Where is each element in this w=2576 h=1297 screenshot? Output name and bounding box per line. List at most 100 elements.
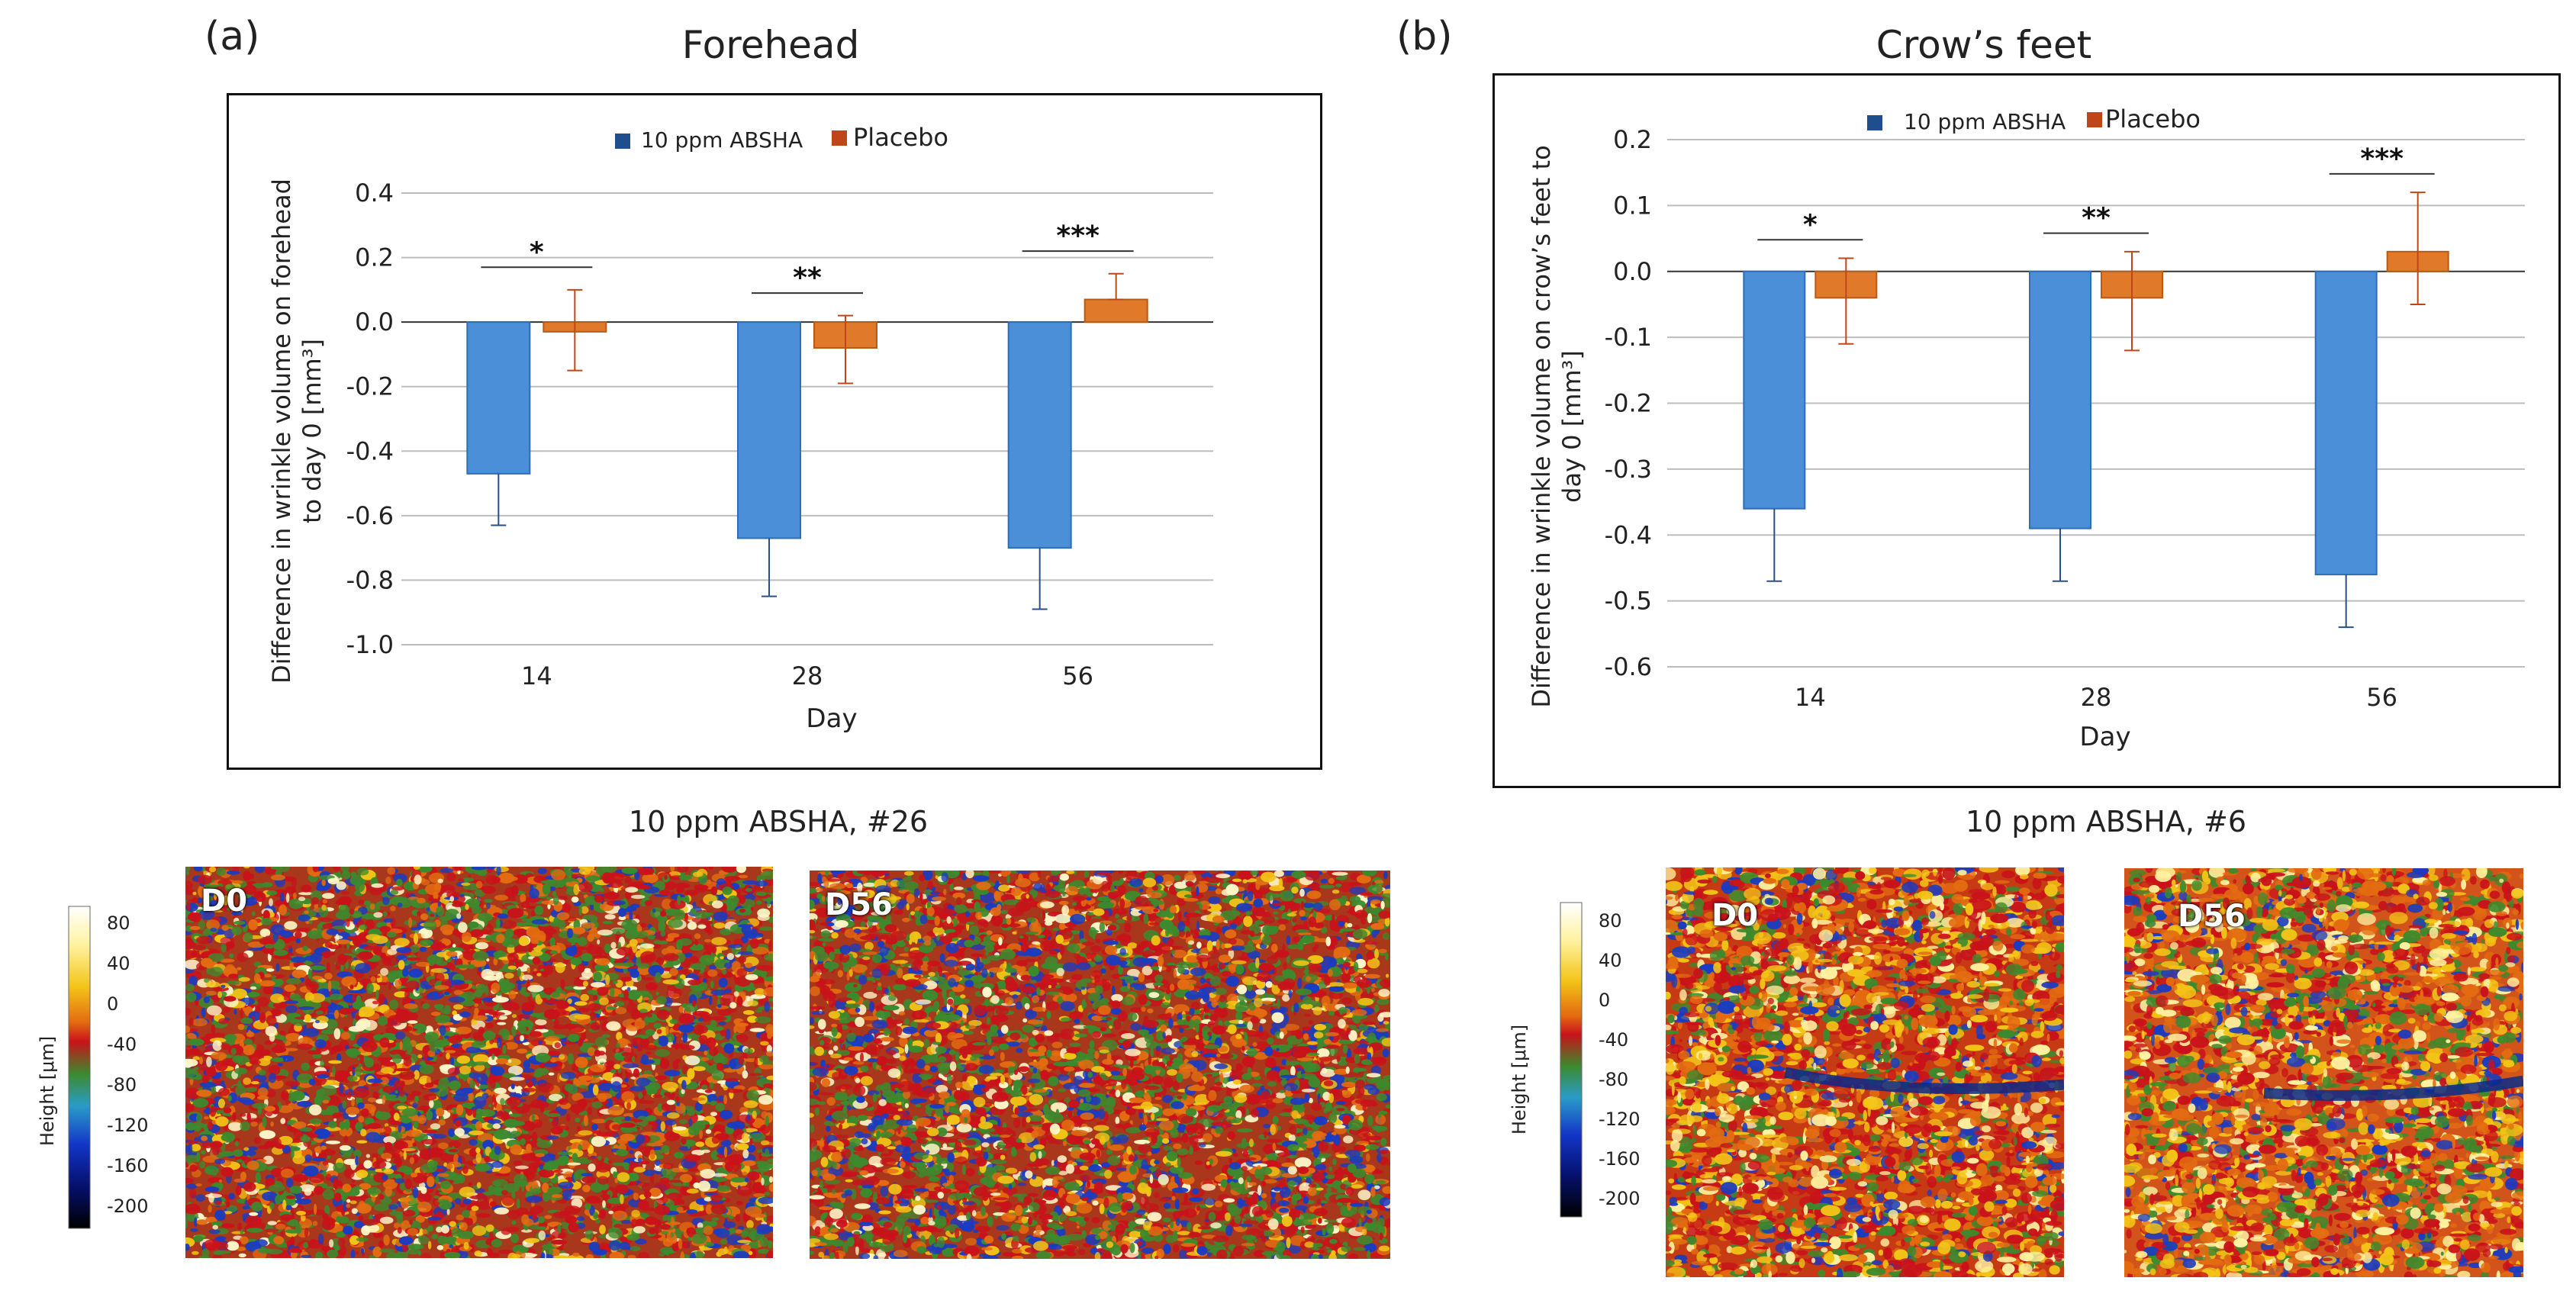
y-tick-label: 0.2 <box>1613 125 1652 154</box>
significance-stars: ** <box>793 262 822 294</box>
x-tick-label: 28 <box>2081 683 2112 712</box>
legend-label-placebo: Placebo <box>2105 105 2201 134</box>
significance-stars: ** <box>2082 203 2111 234</box>
colorbar-tick-label: -120 <box>1599 1109 1640 1130</box>
y-axis-label-a-line2: to day 0 [mm³] <box>298 339 327 523</box>
x-axis-label-a: Day <box>806 703 857 734</box>
y-tick-label: 0.0 <box>1613 257 1652 286</box>
colorbar-tick-label: -160 <box>107 1155 148 1176</box>
legend-a: 10 ppm ABSHA Placebo <box>615 123 948 153</box>
panel-a-letter: (a) <box>204 14 260 60</box>
colorbar-tick-label: 0 <box>107 993 118 1015</box>
y-ticks-a: 0.4 0.2 0.0 -0.2 -0.4 -0.6 -0.8 -1.0 <box>346 179 394 659</box>
colorbar-tick-label: 40 <box>1599 950 1622 971</box>
y-ticks-b: 0.2 0.1 0.0 -0.1 -0.2 -0.3 -0.4 -0.5 -0.6 <box>1605 125 1652 681</box>
bar-absha <box>2029 270 2091 529</box>
panel-a-chart-frame: 10 ppm ABSHA Placebo 0.4 0.2 0.0 -0.2 -0.4 -0… <box>227 93 1322 770</box>
colorbar-tick-label: -80 <box>107 1074 137 1096</box>
y-tick-label: 0.4 <box>355 179 394 208</box>
bar-placebo <box>1084 298 1148 323</box>
colorbar-a-ticks: 80 40 0 -40 -80 -120 -160 -200 <box>107 912 148 1217</box>
colorbar-tick-label: -120 <box>107 1115 148 1136</box>
panel-a-title: Forehead <box>681 23 860 67</box>
bar-absha <box>466 321 531 475</box>
colorbar-tick-label: 0 <box>1599 990 1610 1011</box>
forehead-d56-label: D56 <box>825 887 893 922</box>
significance-stars: *** <box>1056 220 1100 252</box>
x-ticks-a: 14 28 56 <box>521 661 1093 690</box>
legend-label-absha: 10 ppm ABSHA <box>1904 109 2066 134</box>
x-tick-label: 14 <box>521 661 552 690</box>
bars-a <box>466 272 1148 610</box>
height-map-texture <box>810 871 1390 1259</box>
legend-swatch-absha <box>1867 115 1882 130</box>
height-map-texture <box>1666 867 2064 1277</box>
colorbar-tick-label: 80 <box>1599 910 1622 932</box>
colorbar-tick-label: -40 <box>107 1034 137 1055</box>
x-axis-label-b: Day <box>2079 722 2130 752</box>
y-tick-label: 0.1 <box>1613 191 1652 220</box>
y-tick-label: 0.0 <box>355 307 394 336</box>
panel-b-letter: (b) <box>1396 14 1453 60</box>
y-tick-label: -0.3 <box>1605 455 1652 484</box>
grid-b <box>1667 139 2525 668</box>
forehead-d0-height-map: D0 <box>185 867 773 1258</box>
colorbar-tick-label: -160 <box>1599 1148 1640 1170</box>
x-tick-label: 56 <box>2366 683 2397 712</box>
y-tick-label: -0.4 <box>346 436 394 465</box>
y-axis-label-b-line1: Difference in wrinkle volume on crow’s f… <box>1527 145 1556 707</box>
colorbar-a: Height [μm] 80 40 0 -40 -80 -120 -160 -200 <box>37 906 148 1229</box>
significance-stars: *** <box>2360 143 2404 175</box>
y-tick-label: 0.2 <box>355 243 394 272</box>
y-tick-label: -0.6 <box>346 501 394 530</box>
panel-a-image-caption: 10 ppm ABSHA, #26 <box>628 805 929 838</box>
height-map-texture <box>185 867 773 1258</box>
height-map-texture <box>2124 868 2523 1277</box>
bars-b <box>1743 191 2449 629</box>
colorbar-a-label: Height [μm] <box>37 1036 58 1146</box>
bar-absha <box>737 321 801 539</box>
significance-b: * ***** <box>1757 143 2435 241</box>
forehead-bar-chart: 10 ppm ABSHA Placebo 0.4 0.2 0.0 -0.2 -0.4 -0… <box>267 123 1213 734</box>
significance-stars: * <box>530 237 544 268</box>
forehead-d0-label: D0 <box>201 883 248 919</box>
crows-feet-d56-label: D56 <box>2178 899 2246 934</box>
crows-feet-d56-height-map: D56 <box>2124 868 2523 1277</box>
colorbar-b-gradient <box>1560 902 1583 1218</box>
legend-swatch-placebo <box>832 130 847 146</box>
colorbar-a-gradient <box>68 906 91 1229</box>
x-ticks-b: 14 28 56 <box>1795 683 2397 712</box>
colorbar-tick-label: -40 <box>1599 1029 1628 1051</box>
legend-swatch-placebo <box>2087 112 2102 127</box>
colorbar-tick-label: -200 <box>107 1196 148 1217</box>
bar-absha <box>1007 321 1072 549</box>
legend-swatch-absha <box>615 134 630 149</box>
x-tick-label: 14 <box>1795 683 1826 712</box>
y-tick-label: -0.2 <box>1605 389 1652 418</box>
panel-b-image-caption: 10 ppm ABSHA, #6 <box>1965 805 2247 838</box>
panel-b-chart-frame: 10 ppm ABSHA Placebo 0.2 0.1 0.0 -0.1 -0.2 -0… <box>1492 73 2561 788</box>
crows-feet-bar-chart: 10 ppm ABSHA Placebo 0.2 0.1 0.0 -0.1 -0.2 -0… <box>1527 105 2525 752</box>
crows-feet-d0-label: D0 <box>1711 898 1759 933</box>
colorbar-b-ticks: 80 40 0 -40 -80 -120 -160 -200 <box>1599 910 1640 1209</box>
significance-stars: * <box>1803 209 1818 240</box>
y-tick-label: -0.2 <box>346 372 394 401</box>
colorbar-tick-label: -200 <box>1599 1188 1640 1209</box>
y-axis-label-a-line1: Difference in wrinkle volume on forehead <box>267 179 296 684</box>
colorbar-b: Height [μm] 80 40 0 -40 -80 -120 -160 -200 <box>1509 902 1640 1218</box>
colorbar-tick-label: 80 <box>107 912 130 934</box>
significance-a: ****** <box>481 220 1134 294</box>
x-tick-label: 56 <box>1062 661 1093 690</box>
legend-label-placebo: Placebo <box>853 123 948 152</box>
x-tick-label: 28 <box>792 661 823 690</box>
y-axis-label-b-line2: day 0 [mm³] <box>1557 350 1586 503</box>
colorbar-tick-label: -80 <box>1599 1069 1628 1090</box>
forehead-d56-height-map: D56 <box>810 871 1390 1259</box>
y-tick-label: -0.8 <box>346 565 394 594</box>
bar-absha <box>1743 270 1806 510</box>
y-tick-label: -0.4 <box>1605 520 1652 549</box>
panel-b-title: Crow’s feet <box>1876 23 2092 67</box>
crows-feet-d0-height-map: D0 <box>1666 867 2064 1277</box>
y-tick-label: -0.5 <box>1605 587 1652 616</box>
y-tick-label: -0.1 <box>1605 323 1652 352</box>
